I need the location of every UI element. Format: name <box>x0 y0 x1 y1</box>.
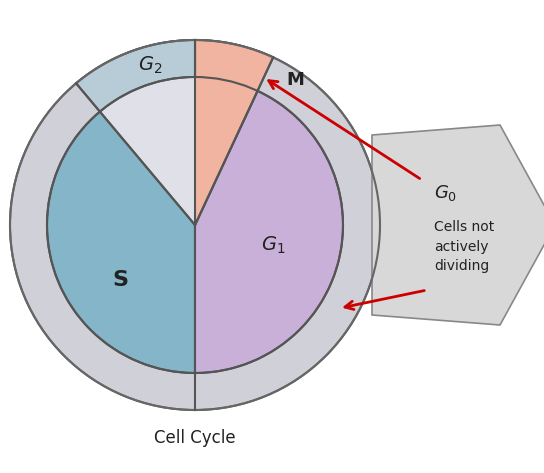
Polygon shape <box>372 125 544 325</box>
Text: M: M <box>286 71 304 89</box>
Text: Cell Cycle: Cell Cycle <box>154 429 236 447</box>
Polygon shape <box>47 112 195 373</box>
Text: $G_0$: $G_0$ <box>434 183 457 203</box>
Polygon shape <box>76 40 195 112</box>
Circle shape <box>10 40 380 410</box>
Text: S: S <box>112 270 128 290</box>
Circle shape <box>47 77 343 373</box>
Text: $G_1$: $G_1$ <box>261 234 285 255</box>
Text: $G_2$: $G_2$ <box>138 54 162 76</box>
Text: Cells not
actively
dividing: Cells not actively dividing <box>434 220 494 273</box>
Polygon shape <box>195 91 343 373</box>
Polygon shape <box>195 40 273 225</box>
